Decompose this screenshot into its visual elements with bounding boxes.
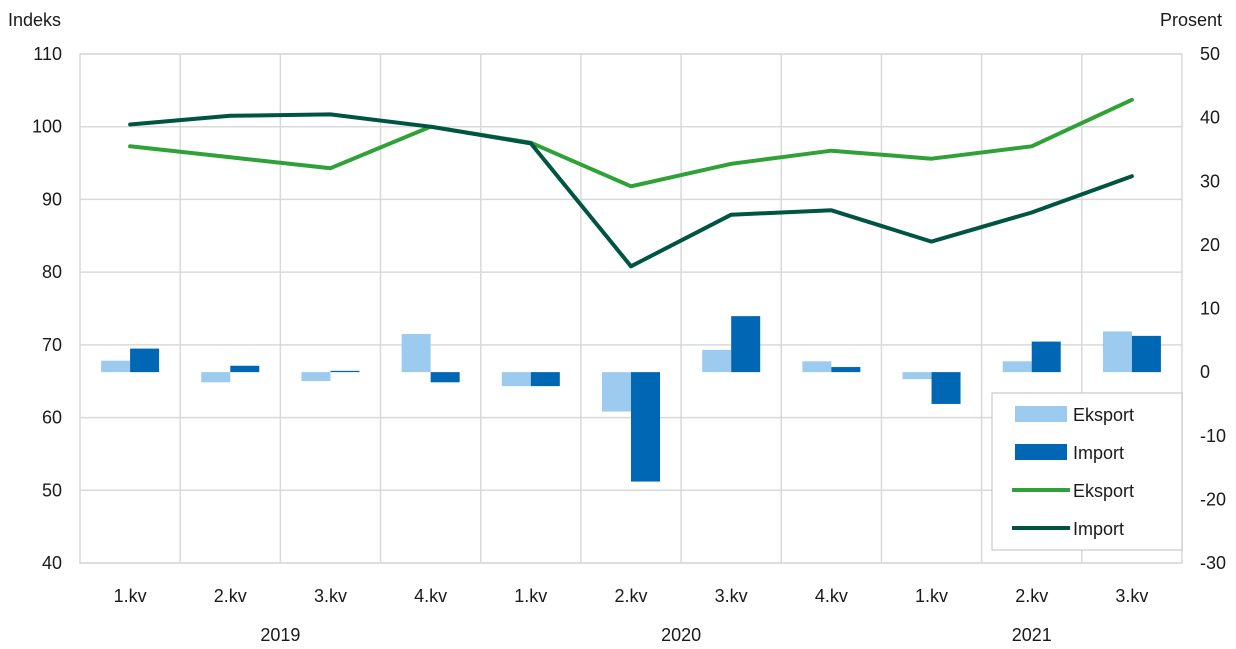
bar-import-2: [330, 370, 360, 373]
y-left-tick-label: 70: [42, 335, 62, 355]
bar-import-9: [1031, 341, 1061, 373]
plot-frame: [79, 53, 1183, 564]
bar-eksport-0: [101, 360, 131, 373]
legend-swatch-bar-eksport: [1015, 406, 1067, 422]
x-tick-label: 2.kv: [214, 586, 247, 606]
line-eksport: [128, 97, 1134, 189]
y-right-tick-label: 30: [1200, 171, 1220, 191]
x-year-label: 2019: [260, 625, 300, 645]
x-tick-label: 1.kv: [114, 586, 147, 606]
x-tick-label: 1.kv: [514, 586, 547, 606]
y-left-tick-label: 100: [32, 117, 62, 137]
x-tick-label: 2.kv: [614, 586, 647, 606]
bars: [101, 316, 1161, 482]
bar-import-7: [831, 367, 861, 373]
lines: [128, 97, 1134, 269]
y-right-tick-label: 40: [1200, 108, 1220, 128]
bar-eksport-10: [1102, 331, 1132, 373]
bar-import-0: [130, 348, 160, 373]
x-tick-label: 3.kv: [1115, 586, 1148, 606]
y-left-tick-label: 40: [42, 553, 62, 573]
bar-eksport-9: [1002, 361, 1032, 373]
y-left-tick-label: 60: [42, 408, 62, 428]
right-axis-title: Prosent: [1160, 10, 1222, 30]
y-right-tick-label: -20: [1200, 489, 1226, 509]
y-right-tick-label: 20: [1200, 235, 1220, 255]
y-left-tick-label: 110: [33, 44, 62, 64]
bar-import-3: [430, 372, 460, 383]
y-right-tick-label: -10: [1200, 426, 1226, 446]
bar-eksport-1: [201, 372, 231, 383]
legend-label-bar-import: Import: [1073, 443, 1124, 463]
x-tick-label: 3.kv: [715, 586, 748, 606]
y-left-tick-label: 80: [42, 262, 62, 282]
axes: 40 50 60 70 80 90 100 110 -30 -20 -10 0 10 20 30 40 50 1.…: [32, 44, 1226, 645]
x-year-label: 2020: [661, 625, 701, 645]
x-year-label: 2021: [1012, 625, 1052, 645]
bar-eksport-3: [401, 333, 431, 373]
legend-label-line-eksport: Eksport: [1073, 481, 1134, 501]
left-axis-title: Indeks: [8, 10, 61, 30]
bar-import-6: [731, 316, 761, 373]
x-tick-label: 4.kv: [414, 586, 447, 606]
legend-label-line-import: Import: [1073, 519, 1124, 539]
bar-eksport-5: [602, 372, 631, 412]
y-left-tick-label: 90: [42, 189, 62, 209]
x-tick-label: 3.kv: [314, 586, 347, 606]
y-right-tick-label: -30: [1200, 553, 1226, 573]
bar-eksport-4: [501, 372, 531, 387]
x-tick-label: 2.kv: [1015, 586, 1048, 606]
y-right-tick-label: 50: [1200, 44, 1220, 64]
bar-import-10: [1131, 335, 1161, 373]
grid: [79, 53, 1183, 564]
y-right-tick-label: 0: [1200, 362, 1210, 382]
x-tick-label: 4.kv: [815, 586, 848, 606]
bar-import-5: [631, 372, 660, 482]
bar-eksport-6: [702, 349, 732, 373]
bar-eksport-7: [802, 361, 832, 373]
legend-swatch-bar-import: [1015, 444, 1067, 460]
bar-eksport-8: [902, 372, 932, 380]
line-import: [128, 112, 1134, 269]
y-left-tick-label: 50: [42, 480, 62, 500]
bar-import-1: [230, 365, 260, 373]
legend-label-bar-eksport: Eksport: [1073, 405, 1134, 425]
y-right-tick-label: 10: [1200, 299, 1220, 319]
bar-import-8: [931, 372, 961, 404]
x-tick-label: 1.kv: [915, 586, 948, 606]
bar-eksport-2: [301, 372, 331, 382]
legend: Eksport Import Eksport Import: [991, 392, 1183, 551]
bar-import-4: [530, 372, 560, 387]
